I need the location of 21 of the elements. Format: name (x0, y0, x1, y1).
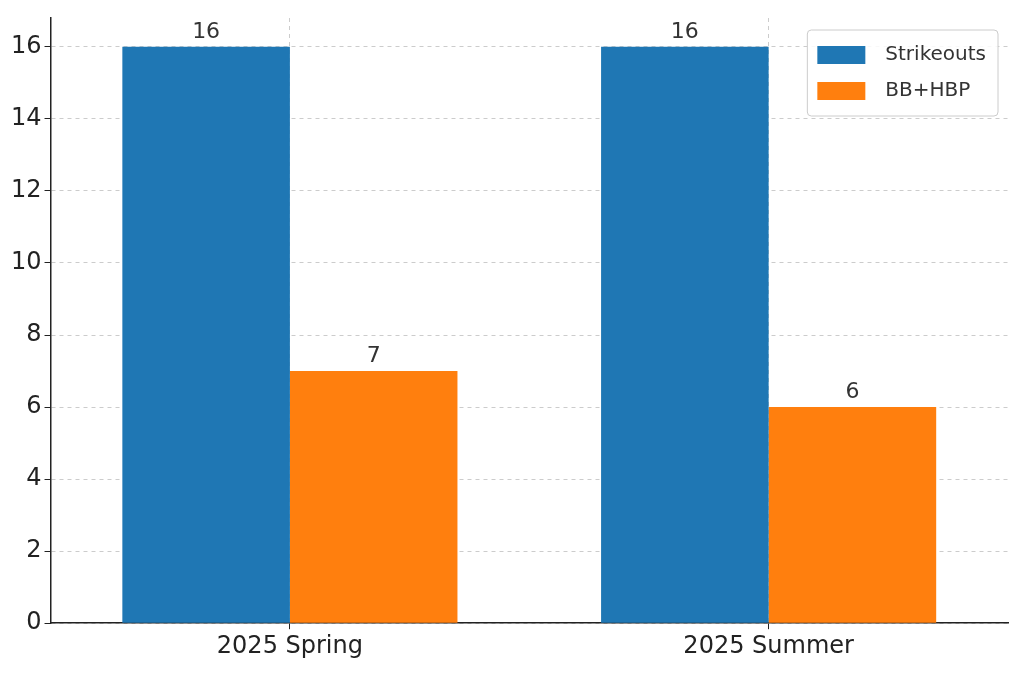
y-tick-label: 14 (10, 103, 42, 132)
x-tick-label: 2025 Spring (216, 630, 363, 659)
data-label: 16 (670, 17, 699, 43)
y-tick-label: 10 (10, 247, 42, 276)
x-tick-label: 2025 Summer (683, 630, 855, 659)
bar (289, 371, 458, 623)
legend-label: BB+HBP (885, 77, 971, 102)
y-tick-label: 8 (26, 319, 42, 348)
data-label: 16 (192, 17, 221, 43)
y-tick-label: 6 (26, 391, 42, 420)
y-tick-label: 12 (10, 175, 42, 204)
y-tick-label: 0 (26, 607, 42, 636)
y-tick-label: 2 (26, 535, 42, 564)
y-tick-label: 4 (26, 463, 42, 492)
bar (768, 407, 937, 623)
y-tick-label: 16 (10, 31, 42, 60)
data-label: 7 (366, 341, 381, 367)
bar (601, 46, 769, 623)
data-label: 6 (845, 377, 860, 403)
bar (122, 46, 290, 623)
legend-label: Strikeouts (885, 41, 987, 66)
